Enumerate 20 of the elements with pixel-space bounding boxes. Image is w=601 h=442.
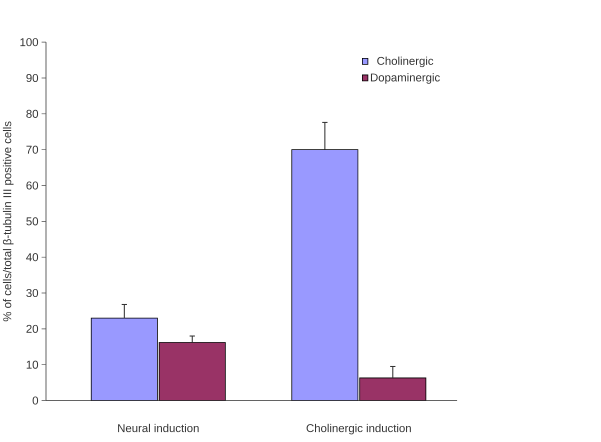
y-tick-label: 100 (20, 38, 38, 46)
y-tick-label: 0 (32, 396, 38, 405)
y-tick-label: 80 (26, 110, 38, 118)
y-tick-label: 40 (26, 253, 38, 262)
bar (158, 342, 226, 401)
x-tick-label: Neural induction (118, 424, 199, 432)
x-tick-label: Cholinergic induction (306, 424, 411, 435)
bar (359, 378, 426, 401)
y-tick-label: 20 (26, 324, 38, 333)
bar (90, 318, 158, 401)
y-tick-label: 70 (26, 146, 38, 154)
y-tick-label: 50 (26, 217, 38, 226)
bar (291, 149, 358, 401)
y-axis-title: % of cells/total β-tubulin III positive cells (2, 122, 14, 322)
y-tick-label: 10 (26, 360, 38, 369)
legend-label: Dopaminergic (370, 73, 440, 84)
legend-label: Cholinergic (377, 56, 434, 68)
y-tick-label: 60 (26, 182, 38, 190)
y-tick-label: 90 (26, 74, 38, 82)
y-tick-label: 30 (26, 289, 38, 298)
